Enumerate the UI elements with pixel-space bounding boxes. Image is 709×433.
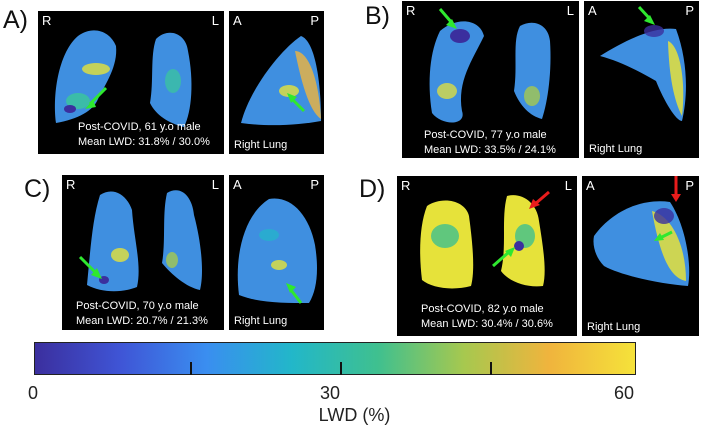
panel-d-letter: D) [359, 175, 386, 203]
panel-a-letter: A) [3, 6, 28, 34]
panel-d-sagittal-image: A P Right Lung [582, 176, 699, 336]
panel-b-label-p: P [685, 3, 694, 18]
panel-d-caption-line1: Post-COVID, 82 y.o male [421, 303, 544, 315]
lwd-colorbar [34, 342, 636, 375]
panel-d-label-l: L [564, 178, 572, 193]
panel-d-coronal-arrow [492, 250, 510, 268]
panel-a-coronal-scan [54, 30, 192, 127]
colorbar-tick-3 [490, 362, 492, 375]
panel-a-caption: Post-COVID, 61 y.o male Mean LWD: 31.8% … [78, 120, 210, 150]
panel-c-coronal-arrow [78, 255, 98, 275]
panel-c-caption: Post-COVID, 70 y.o male Mean LWD: 20.7% … [76, 299, 208, 329]
panel-b-letter: B) [365, 2, 390, 30]
panel-b-caption-line1: Post-COVID, 77 y.o male [424, 129, 547, 141]
colorbar-tick-2 [340, 362, 342, 375]
panel-b-caption-line2: Mean LWD: 33.5% / 24.1% [424, 144, 556, 156]
panel-c-label-a: A [233, 177, 242, 192]
panel-b-label-l: L [566, 3, 574, 18]
panel-a-caption-line2: Mean LWD: 31.8% / 30.0% [78, 136, 210, 148]
panel-a-label-r: R [42, 13, 52, 28]
panel-d-coronal-image: R L Post-COVID, 82 y.o male Mean LWD: 30… [397, 176, 577, 336]
panel-a-coronal-image: R L Post-COVID, 61 y.o male Mean LWD: 31… [38, 11, 224, 154]
panel-b-coronal-image: R L Post-COVID, 77 y.o male Mean LWD: 33… [402, 1, 579, 158]
panel-d-caption-line2: Mean LWD: 30.4% / 30.6% [421, 318, 553, 330]
panel-d-coronal-scan [420, 190, 550, 289]
panel-c-label-r: R [66, 177, 76, 192]
colorbar-max-label: 60 [614, 383, 635, 403]
panel-b-sagittal-scan [600, 5, 686, 121]
panel-b-label-r: R [406, 3, 416, 18]
panel-d-label-a: A [586, 178, 595, 193]
panel-b-caption: Post-COVID, 77 y.o male Mean LWD: 33.5% … [424, 128, 556, 158]
panel-c-coronal-image: R L Post-COVID, 70 y.o male Mean LWD: 20… [62, 175, 224, 330]
panel-d-label-p: P [685, 178, 694, 193]
panel-a-sagittal-arrow [290, 97, 306, 113]
panel-d-red-arrow [534, 190, 550, 206]
colorbar-mid-label: 30 [320, 383, 341, 403]
panel-c-label-p: P [310, 177, 319, 192]
panel-a-caption-line1: Post-COVID, 61 y.o male [78, 121, 201, 133]
panel-a-label-p: P [310, 13, 319, 28]
panel-a-sagittal-image: A P Right Lung [229, 11, 324, 154]
colorbar-tick-1 [190, 362, 192, 375]
panel-c-caption-line2: Mean LWD: 20.7% / 21.3% [76, 315, 208, 327]
panel-a-sagittal-scan [241, 36, 321, 126]
panel-d-side-label: Right Lung [587, 321, 641, 333]
panel-c-coronal-scan [78, 190, 202, 292]
panel-c-side-label: Right Lung [234, 315, 288, 327]
panel-b-coronal-arrow [438, 8, 454, 24]
panel-d-sagittal-scan [593, 176, 690, 286]
panel-c-letter: C) [24, 175, 51, 203]
colorbar-min-label: 0 [28, 383, 39, 403]
panel-c-sagittal-scan [237, 198, 317, 304]
panel-a-side-label: Right Lung [234, 139, 288, 151]
panel-c-label-l: L [211, 177, 219, 192]
panel-b-label-a: A [588, 3, 597, 18]
panel-c-caption-line1: Post-COVID, 70 y.o male [76, 300, 199, 312]
panel-d-label-r: R [401, 178, 411, 193]
panel-a-label-l: L [211, 13, 219, 28]
panel-c-sagittal-arrow [289, 289, 303, 304]
colorbar-axis-label: LWD (%) [318, 405, 391, 425]
panel-a-label-a: A [233, 13, 242, 28]
panel-d-caption: Post-COVID, 82 y.o male Mean LWD: 30.4% … [421, 302, 553, 332]
panel-c-sagittal-image: A P Right Lung [229, 175, 324, 330]
panel-b-coronal-scan [429, 8, 551, 123]
panel-b-side-label: Right Lung [589, 143, 643, 155]
panel-b-sagittal-image: A P Right Lung [584, 1, 699, 158]
